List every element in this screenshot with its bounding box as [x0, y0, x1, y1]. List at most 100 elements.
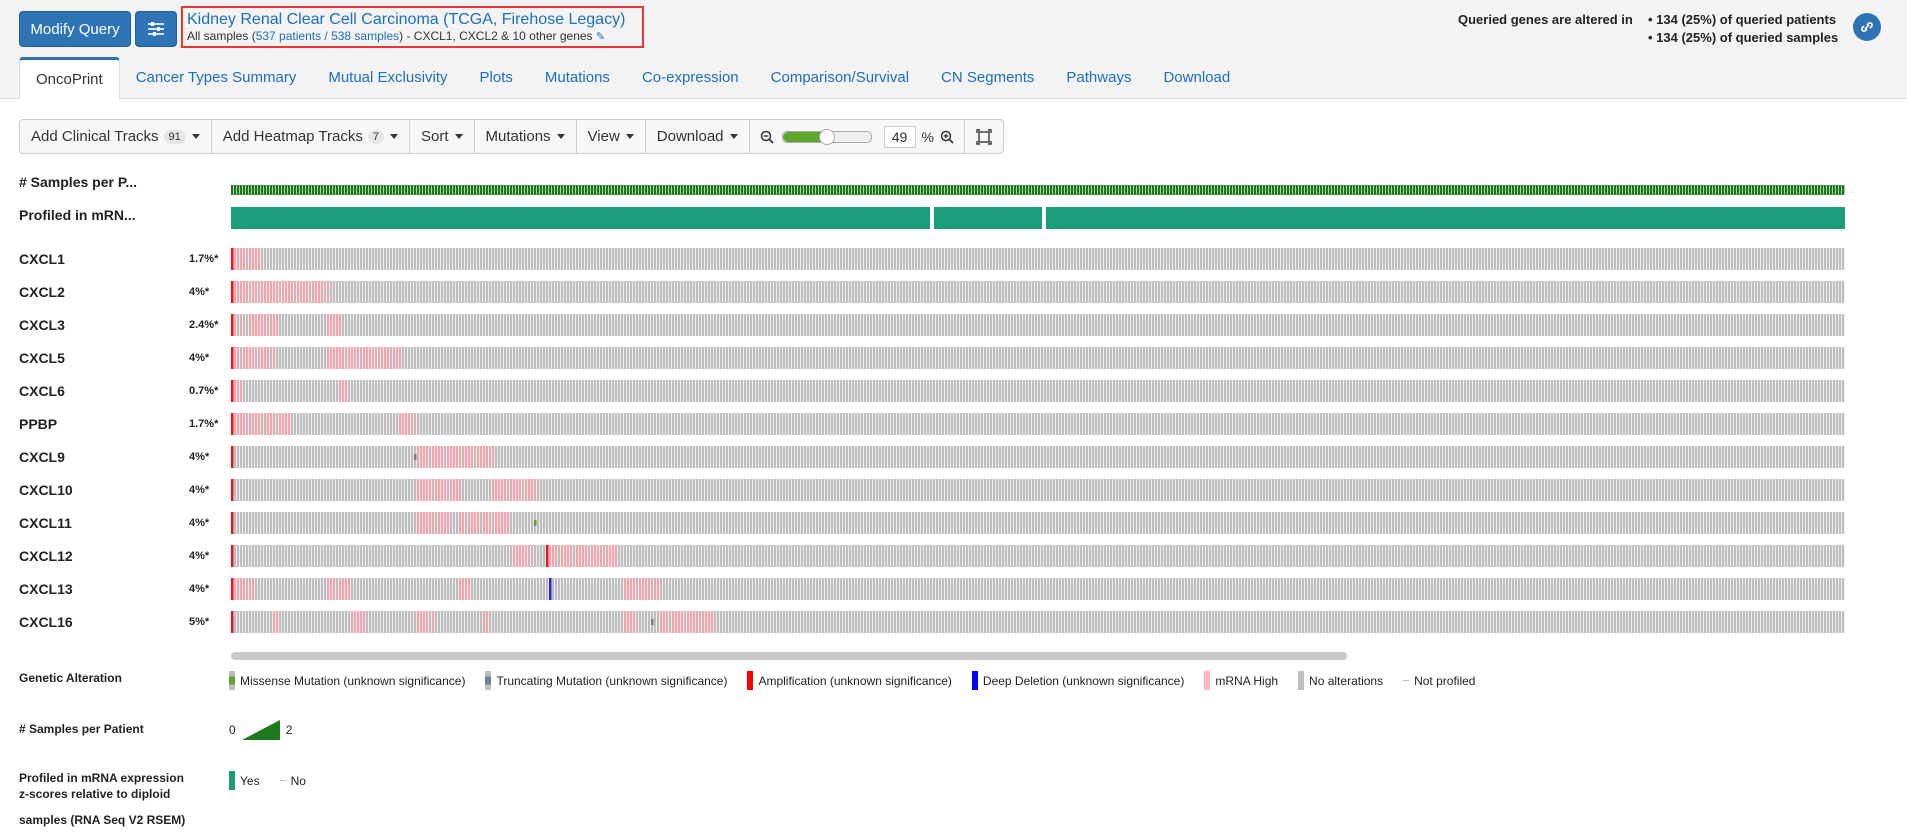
- mrna-high-cell: [285, 281, 288, 303]
- mrna-high-cell: [234, 347, 237, 369]
- mrna-high-cell: [339, 380, 342, 402]
- sort-dropdown[interactable]: Sort: [410, 120, 475, 153]
- mrna-high-cell: [273, 314, 276, 336]
- mrna-high-cell: [240, 314, 243, 336]
- mrna-high-cell: [498, 479, 501, 501]
- gene-alteration-percent: 5%*: [189, 616, 210, 628]
- mrna-high-cell: [483, 446, 486, 468]
- mrna-high-cell: [252, 347, 255, 369]
- mrna-high-cell: [261, 314, 264, 336]
- zoom-percent-input[interactable]: 49: [883, 125, 916, 148]
- gene-track-label[interactable]: CXCL2: [19, 284, 65, 300]
- caret-down-icon: [729, 134, 738, 139]
- mrna-high-cell: [441, 479, 444, 501]
- zoom-slider[interactable]: [781, 128, 872, 145]
- gene-track-label[interactable]: CXCL10: [19, 482, 73, 498]
- mrna-high-cell: [444, 479, 447, 501]
- study-title-link[interactable]: Kidney Renal Clear Cell Carcinoma (TCGA,…: [187, 11, 626, 28]
- gene-track-label[interactable]: CXCL6: [19, 383, 65, 399]
- mrna-high-cell: [291, 281, 294, 303]
- settings-button[interactable]: [135, 11, 177, 47]
- tab-mutual-exclusivity[interactable]: Mutual Exclusivity: [328, 69, 448, 86]
- mrna-high-cell: [243, 347, 246, 369]
- download-dropdown[interactable]: Download: [646, 120, 750, 153]
- gene-track-label[interactable]: CXCL12: [19, 548, 73, 564]
- mrna-high-cell: [252, 248, 255, 270]
- gene-track-background: [231, 380, 1845, 402]
- mrna-high-cell: [261, 281, 264, 303]
- mrna-high-cell: [330, 347, 333, 369]
- mutations-dropdown[interactable]: Mutations: [475, 120, 577, 153]
- clinical-track-label[interactable]: # Samples per P...: [19, 174, 138, 190]
- tab-plots[interactable]: Plots: [479, 69, 513, 86]
- tab-pathways[interactable]: Pathways: [1066, 69, 1132, 86]
- not-profiled-gap: [930, 207, 934, 229]
- mrna-high-cell: [399, 347, 402, 369]
- gene-track-label[interactable]: PPBP: [19, 416, 58, 432]
- mrna-high-cell: [393, 347, 396, 369]
- mrna-high-cell: [456, 479, 459, 501]
- mrna-high-cell: [285, 413, 288, 435]
- gene-track-label[interactable]: CXCL13: [19, 581, 73, 597]
- tab-oncoprint[interactable]: OncoPrint: [19, 57, 120, 100]
- mrna-high-cell: [450, 446, 453, 468]
- mrna-high-cell: [240, 248, 243, 270]
- patients-samples-link[interactable]: 537 patients / 538 samples: [255, 29, 400, 43]
- mrna-high-cell: [510, 479, 513, 501]
- mrna-high-cell: [258, 314, 261, 336]
- mrna-high-cell: [255, 281, 258, 303]
- mrna-high-cell: [258, 413, 261, 435]
- gene-track-label[interactable]: CXCL11: [19, 515, 72, 531]
- zoom-slider-handle[interactable]: [818, 128, 835, 145]
- mrna-high-cell: [264, 413, 267, 435]
- gene-alteration-percent: 4%*: [189, 550, 210, 562]
- mrna-high-cell: [276, 314, 279, 336]
- zoom-in-icon[interactable]: [940, 130, 954, 144]
- mrna-high-cell: [399, 413, 402, 435]
- zoom-out-icon[interactable]: [760, 130, 774, 144]
- clinical-track-label[interactable]: Profiled in mRN...: [19, 207, 136, 223]
- zoom-percent-sign: %: [921, 128, 934, 145]
- mrna-high-cell: [336, 347, 339, 369]
- sort-label: Sort: [420, 128, 449, 145]
- add-clinical-tracks-button[interactable]: Add Clinical Tracks 91: [20, 120, 212, 153]
- mrna-high-cell: [504, 479, 507, 501]
- mrna-high-cell: [456, 446, 459, 468]
- mrna-high-cell: [279, 413, 282, 435]
- mrna-high-cell: [246, 347, 249, 369]
- mrna-high-cell: [243, 413, 246, 435]
- mrna-high-cell: [435, 446, 438, 468]
- mrna-high-cell: [363, 347, 366, 369]
- tab-cancer-types-summary[interactable]: Cancer Types Summary: [135, 69, 297, 86]
- fit-to-view-button[interactable]: [965, 120, 1003, 153]
- mrna-high-cell: [255, 413, 258, 435]
- tab-download[interactable]: Download: [1163, 69, 1231, 86]
- modify-query-button[interactable]: Modify Query: [19, 11, 131, 47]
- mrna-high-cell: [288, 281, 291, 303]
- fit-screen-icon: [976, 128, 992, 145]
- mrna-high-cell: [357, 347, 360, 369]
- mrna-high-cell: [495, 479, 498, 501]
- gene-track-label[interactable]: CXCL9: [19, 449, 65, 465]
- tab-comparison-survival[interactable]: Comparison/Survival: [770, 69, 910, 86]
- mrna-high-cell: [255, 314, 258, 336]
- add-heatmap-tracks-button[interactable]: Add Heatmap Tracks 7: [212, 120, 410, 153]
- share-link-icon[interactable]: [1853, 13, 1881, 41]
- mrna-high-cell: [264, 347, 267, 369]
- gene-alteration-percent: 4%*: [189, 484, 210, 496]
- view-dropdown[interactable]: View: [577, 120, 646, 153]
- mrna-high-cell: [429, 479, 432, 501]
- tab-mutations[interactable]: Mutations: [544, 69, 610, 86]
- tab-co-expression[interactable]: Co-expression: [641, 69, 739, 86]
- pencil-icon[interactable]: ✎: [595, 31, 606, 43]
- gene-track-label[interactable]: CXCL5: [19, 350, 65, 366]
- gene-track-label[interactable]: CXCL3: [19, 317, 65, 333]
- caret-down-icon: [625, 134, 634, 139]
- altered-label: Queried genes are altered in: [1458, 12, 1633, 27]
- gene-track-label[interactable]: CXCL1: [19, 251, 65, 267]
- add-clinical-label: Add Clinical Tracks: [31, 128, 159, 145]
- tab-cn-segments[interactable]: CN Segments: [941, 69, 1035, 86]
- mrna-high-cell: [405, 413, 408, 435]
- gene-track-label[interactable]: CXCL16: [19, 614, 73, 630]
